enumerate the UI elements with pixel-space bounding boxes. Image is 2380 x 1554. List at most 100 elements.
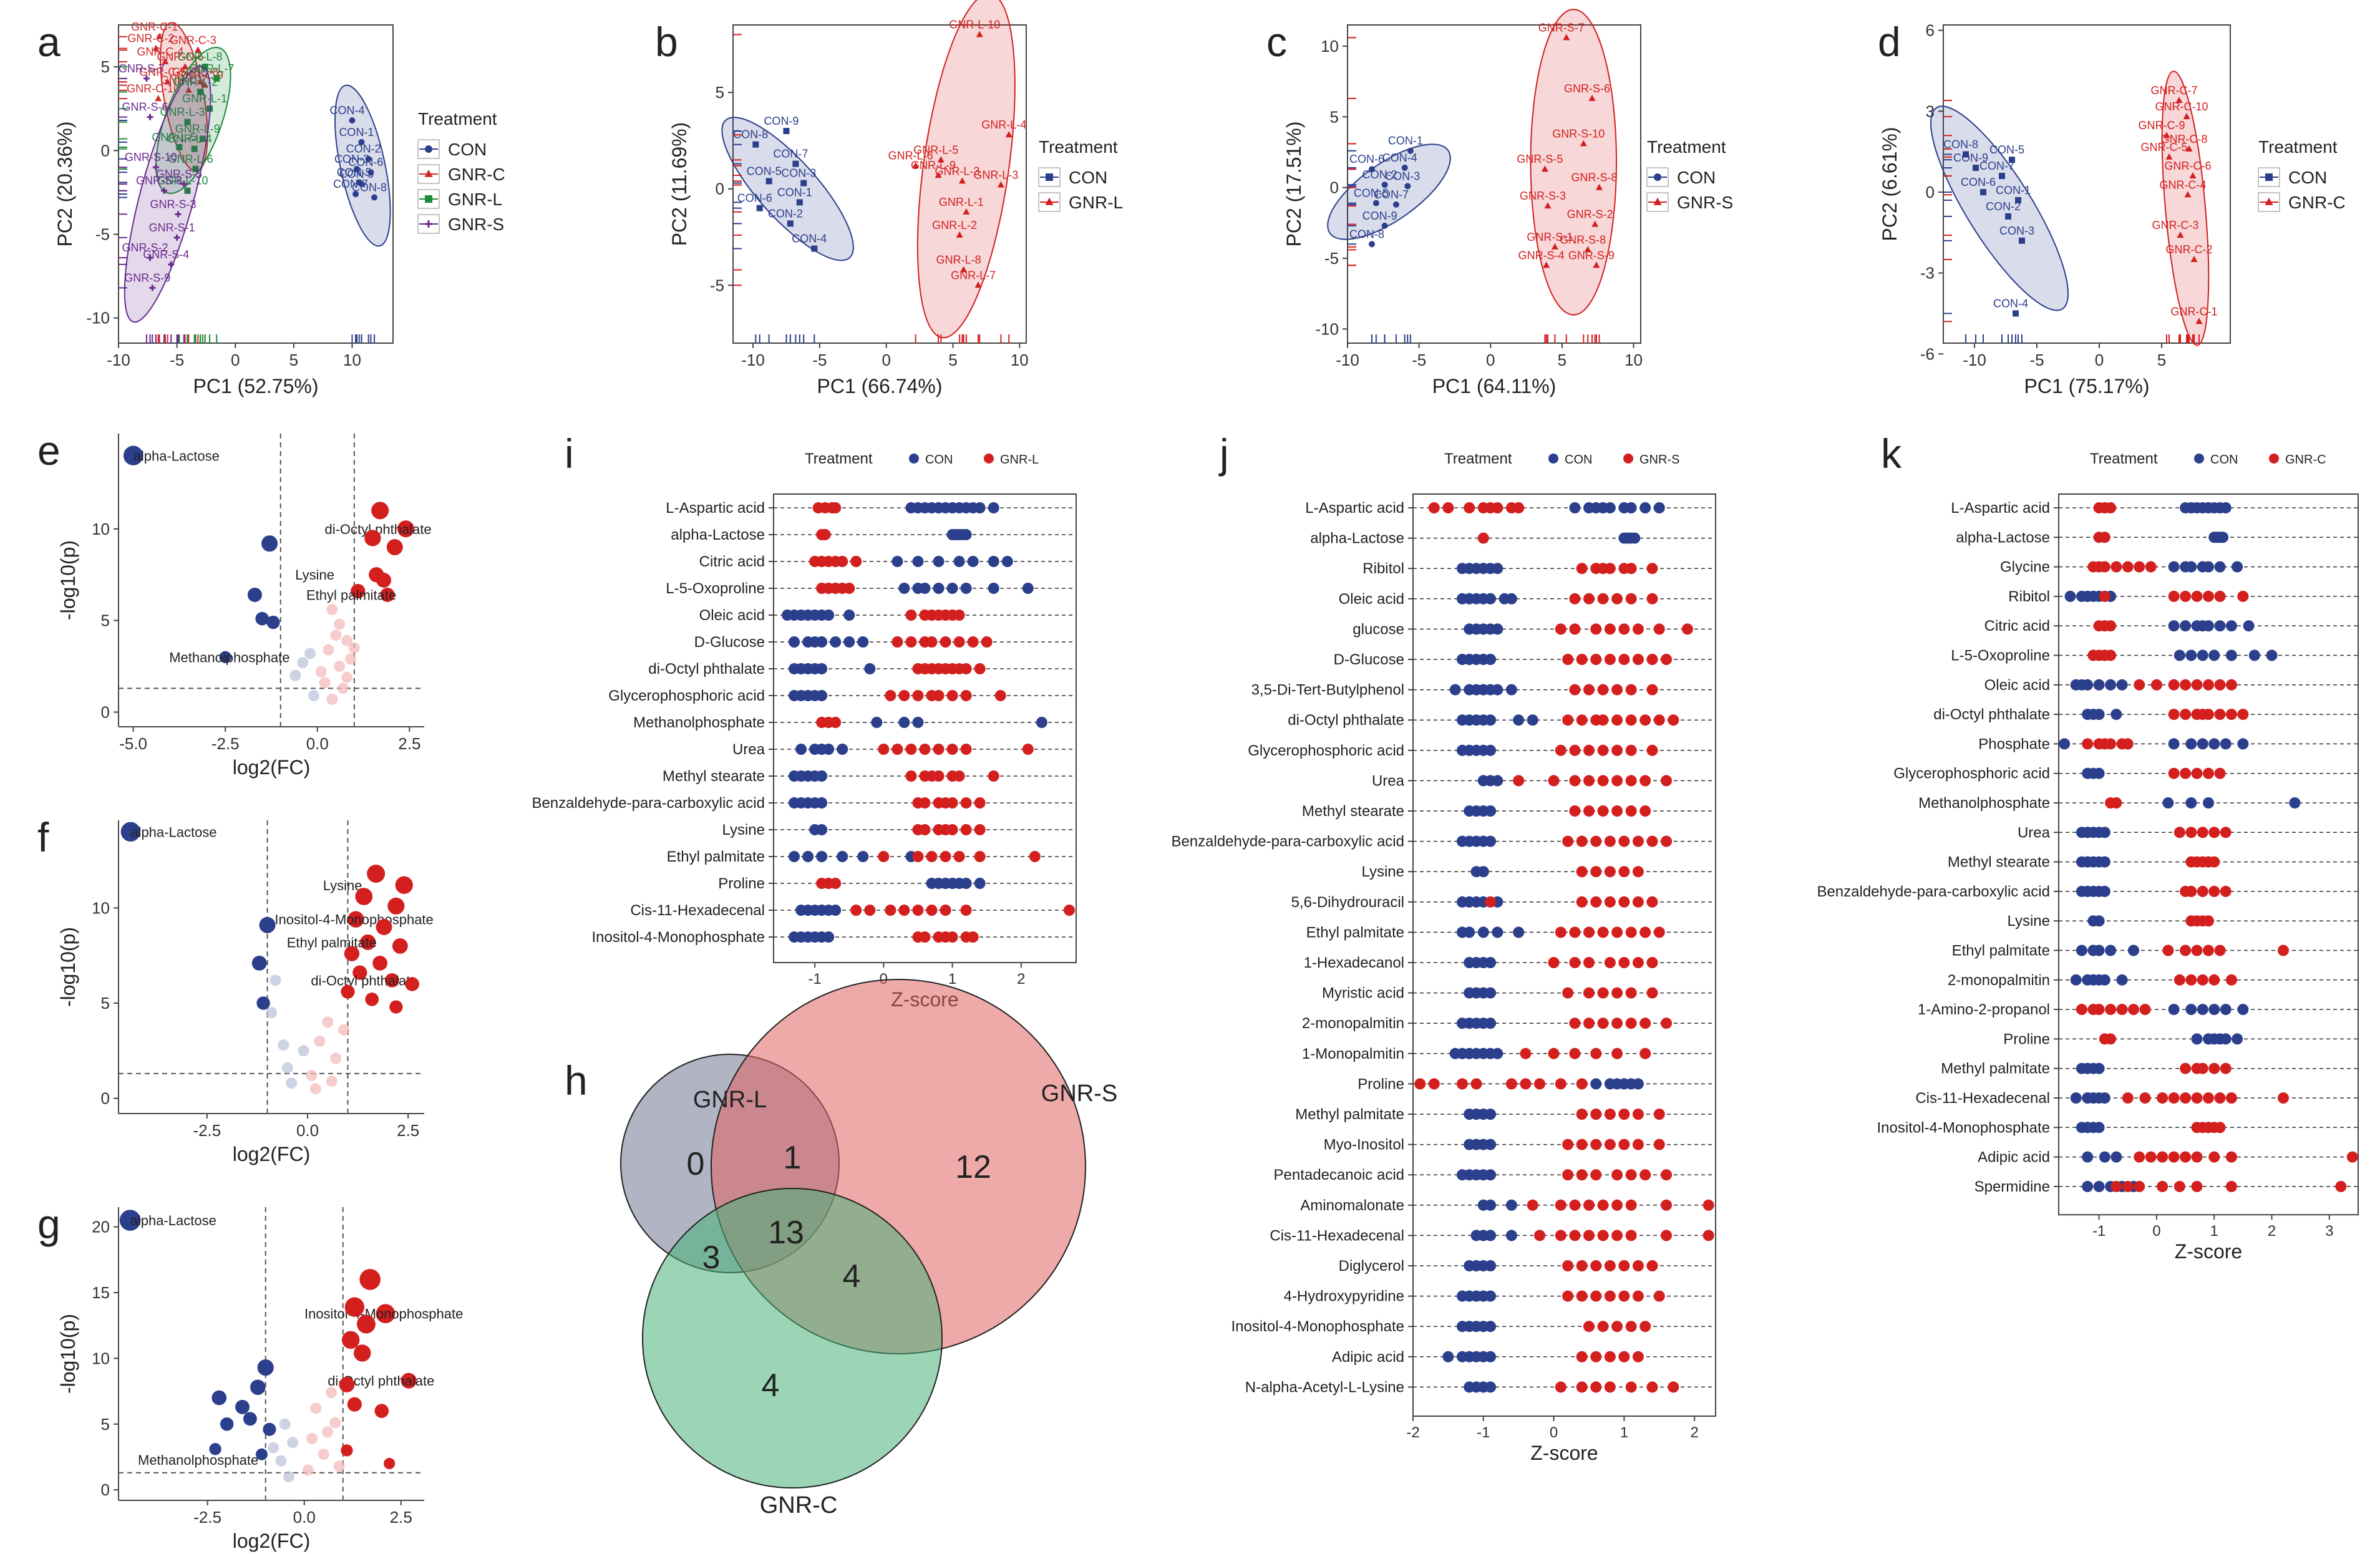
con-dot xyxy=(1485,1169,1497,1181)
metabolite-row: Cis-11-Hexadecenal xyxy=(1270,1227,1716,1244)
treatment-dot xyxy=(1442,502,1454,513)
x-axis-label: PC1 (52.75%) xyxy=(193,375,319,397)
metabolite-label: Ethyl palmitate xyxy=(1952,943,2050,959)
metabolite-row: Methyl stearate xyxy=(663,768,1076,785)
point-label: GNR-S-3 xyxy=(150,198,196,210)
nonsignificant-point xyxy=(322,1016,334,1028)
treatment-dot xyxy=(1625,684,1637,696)
data-point xyxy=(191,145,198,152)
significant-point xyxy=(401,1372,417,1389)
treatment-dot xyxy=(1681,623,1693,635)
con-dot xyxy=(2203,561,2214,573)
con-dot xyxy=(2208,649,2220,661)
treatment-dot xyxy=(1625,1017,1637,1029)
data-point xyxy=(173,234,180,241)
y-tick-label: 5 xyxy=(101,611,110,630)
nonsignificant-point xyxy=(286,1077,298,1089)
metabolite-row: Myo-Inositol xyxy=(1324,1137,1716,1153)
legend-marker xyxy=(1653,197,1662,205)
treatment-dot xyxy=(1625,805,1637,817)
venn-count-S_only: 12 xyxy=(955,1149,991,1185)
con-dot xyxy=(2225,649,2237,661)
metabolite-label: D-Glucose xyxy=(694,634,765,651)
treatment-dot xyxy=(912,905,924,916)
con-dot xyxy=(2185,797,2197,809)
point-label: GNR-C-9 xyxy=(177,69,223,82)
x-axis-label: log2(FC) xyxy=(233,1530,310,1552)
metabolite-row: Benzaldehyde-para-carboxylic acid xyxy=(1817,883,2358,900)
x-tick-label: -5 xyxy=(170,351,184,369)
significant-point xyxy=(387,897,405,915)
treatment-dot xyxy=(2105,502,2117,513)
nonsignificant-point xyxy=(289,669,301,681)
significant-point xyxy=(385,973,399,988)
treatment-dot xyxy=(2099,561,2110,573)
metabolite-row: Oleic acid xyxy=(1339,591,1716,608)
legend-marker xyxy=(2269,454,2279,464)
con-dot xyxy=(2105,945,2117,956)
treatment-dot xyxy=(2203,590,2214,602)
point-label: GNR-S-2 xyxy=(122,241,168,254)
metabolite-row: Benzaldehyde-para-carboxylic acid xyxy=(1171,833,1716,850)
significant-point xyxy=(352,965,367,980)
panel-label: b xyxy=(655,19,678,65)
treatment-dot xyxy=(2162,945,2174,956)
treatment-dot xyxy=(1583,1017,1595,1029)
con-dot xyxy=(1036,717,1047,728)
significant-point xyxy=(120,822,141,842)
treatment-dot xyxy=(960,663,972,674)
data-point xyxy=(184,119,191,125)
legend-marker xyxy=(424,169,433,177)
metabolite-label: Glycerophosphoric acid xyxy=(1248,742,1404,759)
metabolite-label: 2-monopalmitin xyxy=(1302,1015,1404,1032)
treatment-dot xyxy=(953,851,965,862)
legend-label: GNR-S xyxy=(1639,453,1679,467)
treatment-dot xyxy=(1555,926,1566,938)
treatment-dot xyxy=(1611,593,1623,605)
y-tick-label: 0 xyxy=(1926,183,1935,202)
treatment-dot xyxy=(1604,1381,1616,1393)
treatment-dot xyxy=(1646,563,1658,575)
treatment-dot xyxy=(1646,896,1658,908)
metabolite-row: di-Octyl phthalate xyxy=(1933,706,2358,723)
x-tick-label: 1 xyxy=(2210,1223,2218,1240)
con-dot xyxy=(960,878,972,889)
con-dot xyxy=(1590,1078,1602,1090)
confidence-ellipse xyxy=(721,117,854,261)
con-dot xyxy=(2185,649,2197,661)
metabolite-label: Oleic acid xyxy=(1339,591,1404,608)
treatment-dot xyxy=(1590,866,1602,878)
nonsignificant-point xyxy=(341,634,353,646)
legend-marker xyxy=(1623,454,1633,464)
treatment-dot xyxy=(1576,896,1588,908)
con-dot xyxy=(2232,1033,2243,1045)
treatment-dot xyxy=(1604,563,1616,575)
treatment-dot xyxy=(1625,714,1637,726)
con-dot xyxy=(2203,797,2214,809)
metabolite-row: Methyl stearate xyxy=(1302,803,1716,820)
nonsignificant-point xyxy=(344,653,356,665)
treatment-dot xyxy=(885,690,896,701)
con-dot xyxy=(988,556,999,567)
data-point xyxy=(2019,237,2025,244)
treatment-dot xyxy=(2208,1151,2220,1163)
treatment-dot xyxy=(2168,590,2180,602)
x-tick-label: -10 xyxy=(1963,351,1986,369)
treatment-dot xyxy=(1576,714,1588,726)
treatment-dot xyxy=(891,636,903,648)
treatment-dot xyxy=(1639,1047,1651,1059)
nonsignificant-point xyxy=(304,648,316,659)
nonsignificant-point xyxy=(329,1417,341,1429)
point-label: CON-5 xyxy=(747,165,782,177)
treatment-dot xyxy=(960,824,972,835)
metabolite-label: Methyl stearate xyxy=(663,768,765,785)
con-dot xyxy=(2168,738,2180,750)
treatment-dot xyxy=(2122,1092,2134,1104)
nonsignificant-point xyxy=(341,671,353,683)
metabolite-label: glucose xyxy=(1353,621,1404,638)
treatment-dot xyxy=(1583,744,1595,756)
x-tick-label: -1 xyxy=(808,971,821,988)
data-point xyxy=(156,32,163,39)
point-label: GNR-L-10 xyxy=(949,18,1000,31)
treatment-dot xyxy=(1668,1381,1679,1393)
